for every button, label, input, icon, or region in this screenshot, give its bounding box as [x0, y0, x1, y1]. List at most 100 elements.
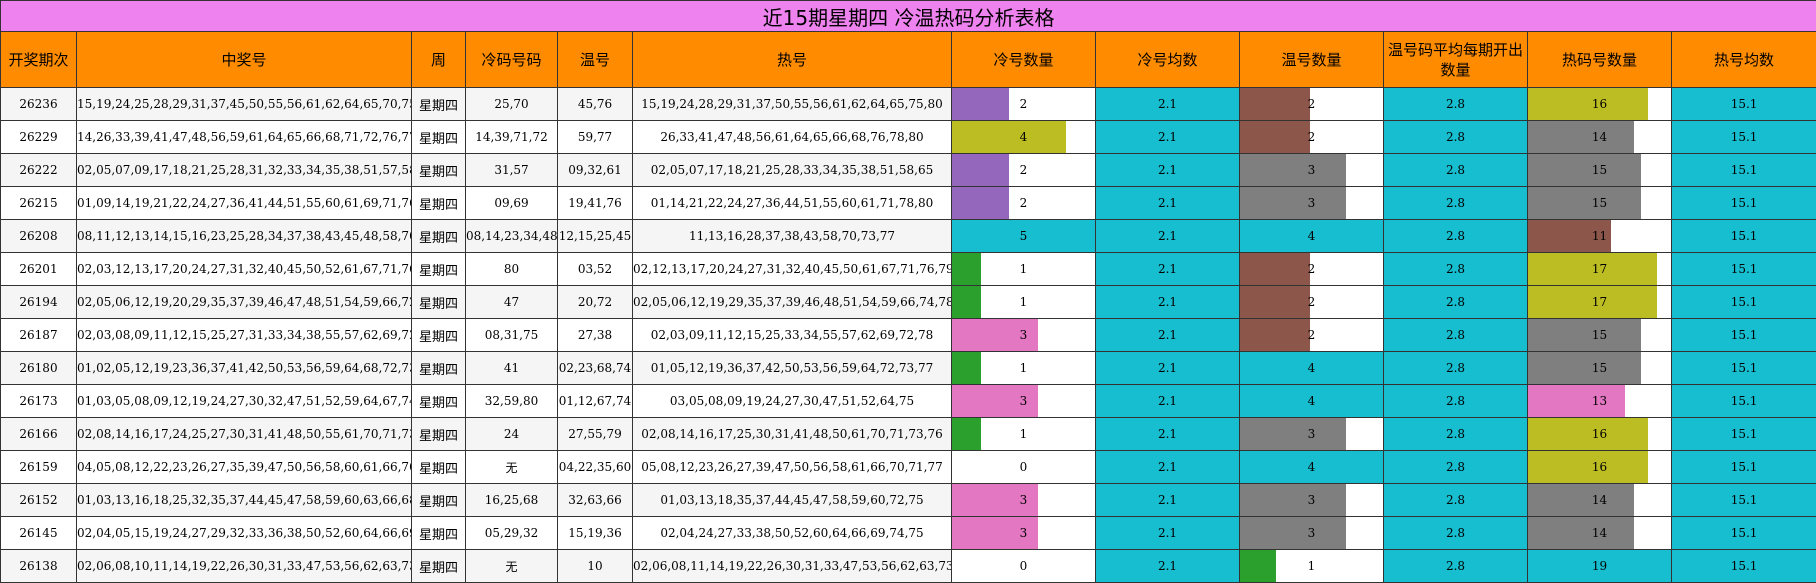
cell-cold-count: 3	[951, 384, 1096, 418]
cell-week: 星期四	[411, 252, 466, 286]
cell-numbers: 02,03,12,13,17,20,24,27,31,32,40,45,50,5…	[76, 252, 412, 286]
cell-cold-count: 3	[951, 318, 1096, 352]
cell-cold-count: 4	[951, 120, 1096, 154]
cell-numbers: 14,26,33,39,41,47,48,56,59,61,64,65,66,6…	[76, 120, 412, 154]
table-body: 26236 15,19,24,25,28,29,31,37,45,50,55,56…	[0, 87, 1816, 583]
cell-warm-count-value: 4	[1307, 361, 1316, 375]
cell-cold-count: 2	[951, 87, 1096, 121]
cell-hot-avg: 15.1	[1670, 417, 1816, 451]
cell-hot-count-value: 15	[1591, 361, 1608, 375]
cell-hot-avg: 15.1	[1670, 120, 1816, 154]
cell-cold: 24	[465, 417, 558, 451]
header-cold-count: 冷号数量	[951, 31, 1096, 88]
cell-warm-count-bar	[1240, 484, 1346, 516]
header-hot-avg: 热号均数	[1670, 31, 1816, 88]
cell-hot-count-bar	[1528, 352, 1641, 384]
table-row: 26173 01,03,05,08,09,12,19,24,27,30,32,47…	[0, 384, 1816, 418]
cell-warm-count-bar	[1240, 88, 1311, 120]
cell-cold-count-value: 3	[1019, 394, 1028, 408]
table-row: 26166 02,08,14,16,17,24,25,27,30,31,41,48…	[0, 417, 1816, 451]
cell-cold-count-value: 1	[1019, 361, 1028, 375]
cell-cold-count-bar	[952, 220, 1095, 252]
cell-warm-count: 2	[1239, 285, 1384, 319]
table-row: 26208 08,11,12,13,14,15,16,23,25,28,34,37…	[0, 219, 1816, 253]
cell-cold-count-bar	[952, 319, 1038, 351]
cell-week: 星期四	[411, 450, 466, 484]
cell-cold-count-bar	[952, 385, 1038, 417]
cell-hot-count-value: 14	[1591, 526, 1608, 540]
cell-cold-count-bar	[952, 484, 1038, 516]
cell-warm: 27,55,79	[557, 417, 633, 451]
cell-cold-count-value: 3	[1019, 328, 1028, 342]
cell-cold: 无	[465, 450, 558, 484]
cell-hot-count: 11	[1527, 219, 1672, 253]
cell-week: 星期四	[411, 285, 466, 319]
cell-hot-count-value: 16	[1591, 427, 1608, 441]
cell-numbers: 01,03,05,08,09,12,19,24,27,30,32,47,51,5…	[76, 384, 412, 418]
cell-cold: 80	[465, 252, 558, 286]
cell-warm-count: 3	[1239, 417, 1384, 451]
cell-warm: 27,38	[557, 318, 633, 352]
cell-cold-count-value: 1	[1019, 295, 1028, 309]
cell-warm-count-bar	[1240, 418, 1346, 450]
cell-cold-avg: 2.1	[1095, 549, 1240, 583]
cell-cold: 05,29,32	[465, 516, 558, 550]
cell-cold-count: 1	[951, 285, 1096, 319]
cell-warm-avg: 2.8	[1383, 285, 1528, 319]
cell-hot-count-bar	[1528, 418, 1649, 450]
cell-week: 星期四	[411, 384, 466, 418]
cell-hot-count: 16	[1527, 87, 1672, 121]
table-row: 26180 01,02,05,12,19,23,36,37,41,42,50,53…	[0, 351, 1816, 385]
cell-warm-count-value: 2	[1307, 295, 1316, 309]
cell-cold-count: 5	[951, 219, 1096, 253]
cell-hot-count: 15	[1527, 186, 1672, 220]
cell-week: 星期四	[411, 186, 466, 220]
cell-cold-count: 1	[951, 252, 1096, 286]
cell-warm: 03,52	[557, 252, 633, 286]
cell-cold: 32,59,80	[465, 384, 558, 418]
cell-cold-count-bar	[952, 418, 981, 450]
cell-hot-count-value: 14	[1591, 493, 1608, 507]
cell-warm-count-value: 3	[1307, 427, 1316, 441]
cell-hot: 05,08,12,23,26,27,39,47,50,56,58,61,66,7…	[632, 450, 952, 484]
cell-period: 26236	[0, 87, 77, 121]
cell-cold-avg: 2.1	[1095, 483, 1240, 517]
cell-hot-count-value: 17	[1591, 295, 1608, 309]
cell-hot-count-value: 13	[1591, 394, 1608, 408]
header-period: 开奖期次	[0, 31, 77, 88]
cell-hot-count-bar	[1528, 88, 1649, 120]
cell-hot-count-bar	[1528, 484, 1634, 516]
cell-cold-count-value: 2	[1019, 163, 1028, 177]
cell-warm-count-bar	[1240, 385, 1383, 417]
cell-cold-count-bar	[952, 286, 981, 318]
cell-cold-avg: 2.1	[1095, 450, 1240, 484]
cell-hot-count-bar	[1528, 319, 1641, 351]
cell-warm-count-value: 4	[1307, 460, 1316, 474]
cell-period: 26152	[0, 483, 77, 517]
cell-period: 26194	[0, 285, 77, 319]
cell-warm: 59,77	[557, 120, 633, 154]
cell-cold-count: 3	[951, 483, 1096, 517]
table-row: 26145 02,04,05,15,19,24,27,29,32,33,36,38…	[0, 516, 1816, 550]
header-hot: 热号	[632, 31, 952, 88]
cell-hot-count-value: 11	[1591, 229, 1608, 243]
cell-hot-count: 13	[1527, 384, 1672, 418]
cell-hot-count: 15	[1527, 318, 1672, 352]
cell-cold-avg: 2.1	[1095, 417, 1240, 451]
cell-warm-count-bar	[1240, 451, 1383, 483]
cell-numbers: 02,04,05,15,19,24,27,29,32,33,36,38,50,5…	[76, 516, 412, 550]
cell-cold-count-value: 2	[1019, 97, 1028, 111]
cell-cold-avg: 2.1	[1095, 153, 1240, 187]
cell-warm-count-bar	[1240, 187, 1346, 219]
cell-hot: 02,12,13,17,20,24,27,31,32,40,45,50,61,6…	[632, 252, 952, 286]
cell-numbers: 01,03,13,16,18,25,32,35,37,44,45,47,58,5…	[76, 483, 412, 517]
cell-warm-avg: 2.8	[1383, 120, 1528, 154]
cell-warm: 10	[557, 549, 633, 583]
cell-warm: 32,63,66	[557, 483, 633, 517]
cell-warm: 09,32,61	[557, 153, 633, 187]
cell-warm-avg: 2.8	[1383, 153, 1528, 187]
cell-cold-count-value: 3	[1019, 526, 1028, 540]
cell-warm-count-value: 3	[1307, 196, 1316, 210]
cell-hot: 01,14,21,22,24,27,36,44,51,55,60,61,71,7…	[632, 186, 952, 220]
